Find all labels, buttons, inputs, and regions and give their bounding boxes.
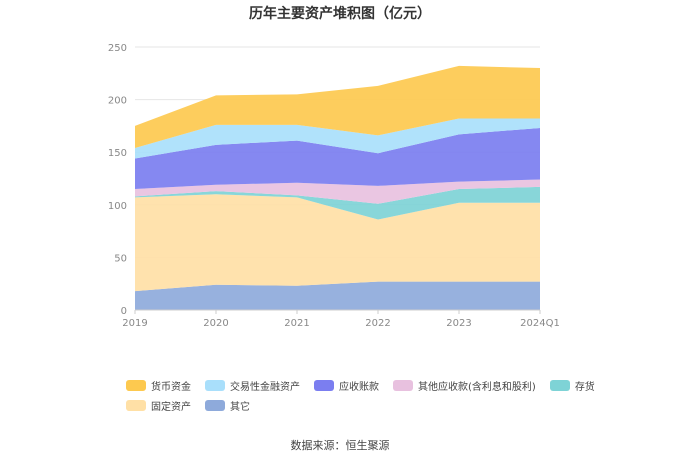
chart-plot: 0 50 100 150 200 250 2019 2020 2021 2022 2023 2024Q… — [108, 43, 560, 329]
legend-item[interactable]: 固定资产 — [126, 398, 191, 413]
area-series-应收账款 — [135, 128, 540, 190]
x-tick-label: 2021 — [284, 318, 309, 329]
x-tick-label: 2023 — [446, 318, 471, 329]
x-tick-label: 2022 — [365, 318, 390, 329]
chart-title: 历年主要资产堆积图（亿元） — [249, 6, 431, 22]
legend-label: 交易性金融资产 — [230, 382, 300, 393]
y-tick-label: 0 — [121, 306, 127, 317]
legend-swatch — [126, 380, 146, 391]
y-tick-label: 100 — [108, 201, 127, 212]
legend-label: 其他应收款(含利息和股利) — [418, 382, 536, 393]
y-tick-label: 200 — [108, 96, 127, 107]
legend-swatch — [205, 400, 225, 411]
area-series-存货 — [135, 186, 540, 220]
area-series-交易性金融资产 — [135, 118, 540, 159]
x-tick-label: 2019 — [122, 318, 147, 329]
legend-swatch — [314, 380, 334, 391]
legend-item[interactable]: 货币资金 — [126, 378, 191, 393]
legend-swatch — [393, 380, 413, 391]
legend-label: 货币资金 — [151, 382, 191, 393]
legend-item[interactable]: 其他应收款(含利息和股利) — [393, 378, 536, 393]
area-series-其它 — [135, 281, 540, 310]
legend-swatch — [205, 380, 225, 391]
axes: 0 50 100 150 200 250 2019 2020 2021 2022 2023 2024Q… — [108, 43, 560, 329]
legend-label: 其它 — [230, 402, 250, 413]
y-tick-label: 150 — [108, 148, 127, 159]
legend-swatch — [126, 400, 146, 411]
source-note: 数据来源：恒生聚源 — [290, 439, 390, 452]
y-tick-label: 250 — [108, 43, 127, 54]
area-series — [135, 65, 540, 310]
legend-item[interactable]: 存货 — [549, 378, 595, 393]
legend-label: 应收账款 — [339, 382, 379, 393]
legend-label: 固定资产 — [151, 402, 191, 413]
legend-item[interactable]: 交易性金融资产 — [205, 378, 300, 393]
legend-row: 货币资金 交易性金融资产 应收账款 其他应收款(含利息和股利) 存货 — [126, 378, 609, 393]
x-tick-label: 2024Q1 — [520, 318, 560, 329]
legend-row: 固定资产 其它 — [126, 398, 264, 413]
x-tick-label: 2020 — [203, 318, 228, 329]
area-series-其他应收款(含利息和股利) — [135, 179, 540, 204]
legend-swatch — [549, 380, 570, 391]
area-series-货币资金 — [135, 65, 540, 148]
y-tick-label: 50 — [114, 253, 127, 264]
legend-item[interactable]: 应收账款 — [314, 378, 379, 393]
area-series-固定资产 — [135, 194, 540, 292]
legend-item[interactable]: 其它 — [205, 398, 250, 413]
legend-label: 存货 — [574, 382, 595, 393]
